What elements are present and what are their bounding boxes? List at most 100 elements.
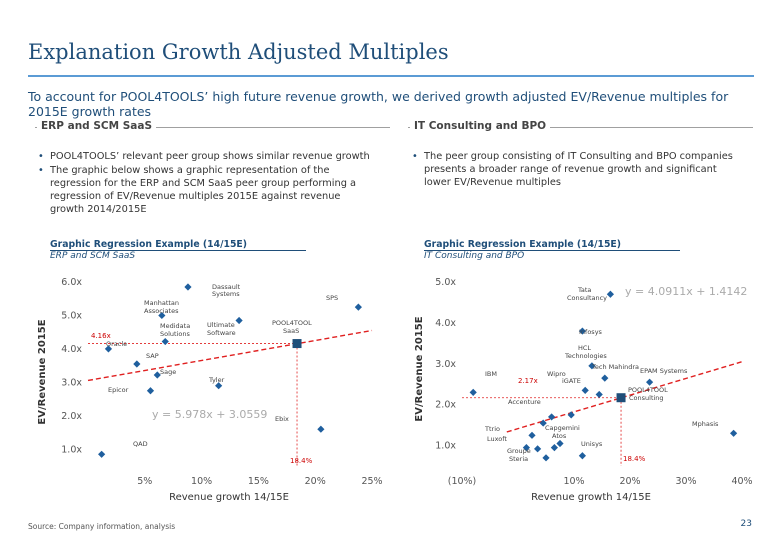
point-label-hcl-2: Technologies — [564, 352, 607, 360]
left-bullet-list: POOL4TOOLS’ relevant peer group shows si… — [36, 150, 376, 217]
data-point — [567, 411, 575, 419]
point-label-hcl: HCL — [578, 344, 591, 352]
right-chart-subheading: IT Consulting and BPO — [424, 251, 525, 261]
data-point — [184, 283, 192, 291]
x-tick-label: 5% — [137, 476, 152, 487]
point-label-groupe-2: Steria — [509, 455, 528, 463]
point-label-manhattan: Manhattan — [144, 299, 179, 307]
data-point — [158, 311, 166, 320]
left-section-title: ERP and SCM SaaS — [37, 120, 157, 132]
point-label-ibm: IBM — [485, 370, 497, 378]
y-axis-label: EV/Revenue 2015E — [414, 316, 425, 421]
data-point — [595, 390, 603, 399]
data-point — [161, 337, 169, 346]
point-label-tech-mahindra: Tech Mahindra — [591, 363, 639, 371]
right-section-header: IT Consulting and BPO — [408, 120, 753, 142]
point-label-atos: Atos — [552, 432, 567, 440]
point-label-oracle: Oracle — [106, 340, 127, 348]
x-axis-label: Revenue growth 14/15E — [531, 492, 651, 503]
y-tick-label: 2.0x — [61, 411, 82, 422]
point-label-sage: Sage — [160, 368, 176, 376]
point-label-tyler: Tyler — [208, 376, 225, 384]
point-label-groupe: Groupe — [507, 447, 531, 455]
right-chart-heading: Graphic Regression Example (14/15E) — [424, 239, 680, 251]
data-point — [606, 290, 614, 298]
data-point — [235, 316, 243, 325]
point-label-ttrio: Ttrio — [484, 425, 500, 433]
x-tick-label: 15% — [248, 476, 269, 487]
data-point — [522, 444, 530, 452]
regression-equation: y = 5.978x + 3.0559 — [152, 408, 267, 421]
trend-line — [87, 329, 373, 382]
point-label-tata: Tata — [577, 286, 591, 294]
y-tick-label: 2.0x — [435, 400, 456, 411]
point-label-pool4tool-2: Consulting — [629, 394, 664, 402]
point-label-luxoft: Luxoft — [487, 435, 507, 443]
plot-group: 1.0x 2.0x 3.0x 4.0x 5.0x (10%) 10% 20% 30% 40% — [435, 277, 752, 487]
point-label-epam: EPAM Systems — [640, 367, 688, 375]
data-point — [317, 425, 325, 433]
left-bullet: The graphic below shows a graphic repres… — [36, 164, 376, 216]
x-axis-label: Revenue growth 14/15E — [169, 492, 289, 503]
growth-annotation: 18.4% — [623, 455, 646, 463]
data-point — [542, 454, 550, 462]
data-point — [730, 429, 738, 437]
point-label-pool4tool: POOL4TOOL — [272, 319, 312, 327]
point-label-accenture: Accenture — [508, 398, 541, 406]
left-section-header: ERP and SCM SaaS — [35, 120, 390, 142]
point-label-qad: QAD — [133, 440, 148, 448]
point-label-infosys: Infosys — [579, 328, 603, 336]
x-tick-label: 10% — [563, 476, 584, 487]
x-tick-label: (10%) — [448, 476, 477, 487]
left-chart-subheading: ERP and SCM SaaS — [50, 251, 136, 261]
data-point — [354, 303, 362, 311]
multiple-annotation: 2.17x — [518, 377, 538, 385]
data-point — [104, 345, 113, 353]
data-point — [153, 371, 161, 379]
y-tick-label: 1.0x — [435, 441, 456, 452]
data-point — [534, 445, 542, 453]
left-chart-heading-text: Graphic Regression Example (14/15E) — [50, 239, 248, 250]
point-label-mphasis: Mphasis — [692, 420, 719, 428]
data-point — [146, 387, 155, 395]
point-label-epicor: Epicor — [108, 386, 129, 394]
title-rule — [28, 75, 754, 77]
data-point — [539, 419, 547, 427]
point-label-ebix: Ebix — [275, 415, 289, 423]
x-tick-label: 25% — [361, 476, 382, 487]
data-point — [578, 452, 586, 460]
y-tick-label: 1.0x — [61, 444, 82, 455]
data-point — [578, 327, 586, 335]
y-axis-label: EV/Revenue 2015E — [37, 319, 48, 424]
point-label-ultimate: Ultimate — [207, 321, 235, 329]
data-point — [550, 444, 558, 452]
point-label-tata-2: Consultancy — [567, 294, 607, 302]
regression-equation: y = 4.0911x + 1.4142 — [625, 285, 747, 298]
data-point — [469, 388, 477, 396]
y-tick-label: 4.0x — [61, 344, 82, 355]
point-label-pool4tool-2: SaaS — [283, 327, 299, 335]
point-label-dassault: Dassault — [212, 283, 241, 291]
page-number: 23 — [740, 519, 752, 529]
point-label-unisys: Unisys — [581, 440, 603, 448]
x-tick-label: 10% — [191, 476, 212, 487]
x-tick-label: 20% — [305, 476, 326, 487]
point-label-sap: SAP — [146, 352, 159, 360]
x-tick-label: 30% — [675, 476, 696, 487]
page-title: Explanation Growth Adjusted Multiples — [28, 40, 449, 64]
right-bullet: The peer group consisting of IT Consulti… — [410, 150, 745, 189]
point-label-medidata-2: Solutions — [160, 330, 190, 338]
data-point — [581, 386, 589, 394]
point-label-sps: SPS — [326, 294, 338, 302]
point-label-capgemini: Capgemini — [545, 424, 580, 432]
data-point — [556, 439, 564, 448]
y-tick-label: 4.0x — [435, 318, 456, 329]
highlight-point — [292, 339, 302, 349]
y-tick-label: 3.0x — [61, 377, 82, 388]
point-label-ultimate-2: Software — [207, 329, 236, 337]
y-tick-label: 6.0x — [61, 277, 82, 288]
right-bullet-list: The peer group consisting of IT Consulti… — [410, 150, 745, 190]
right-section-title: IT Consulting and BPO — [410, 120, 551, 132]
